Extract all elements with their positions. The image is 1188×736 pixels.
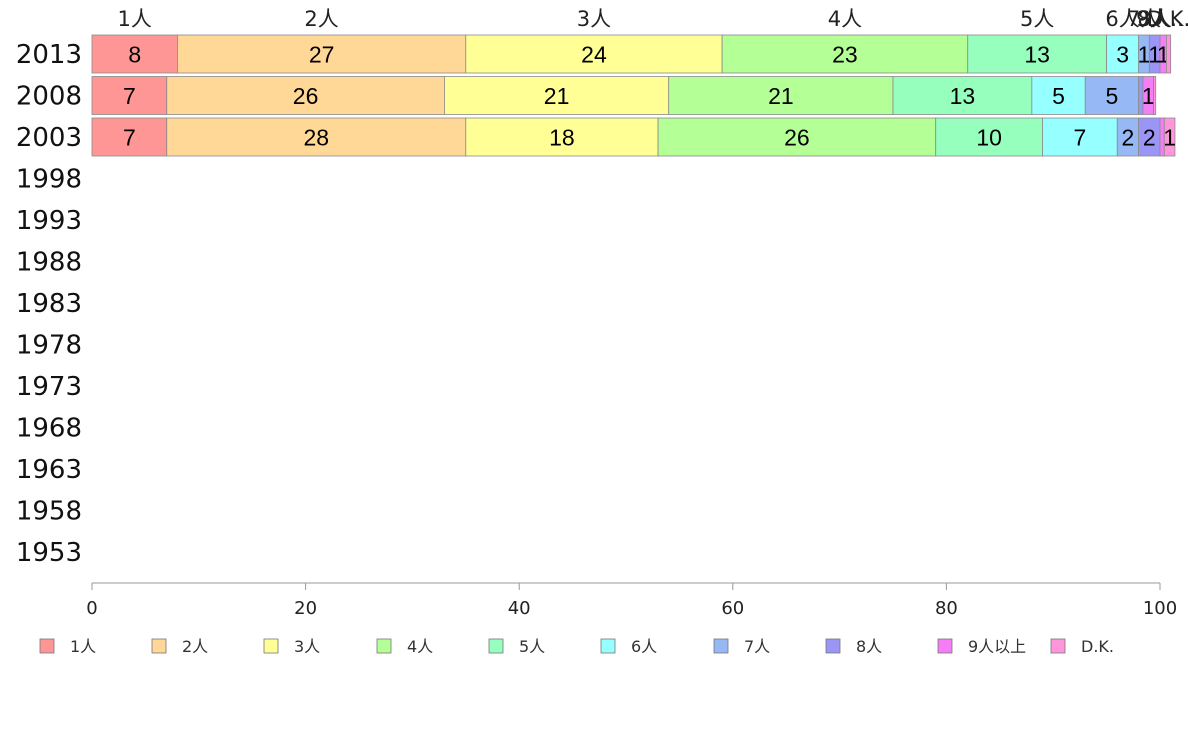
legend-label-3: 3人 <box>294 637 320 656</box>
data-label-2003-10: 1 <box>1163 125 1176 151</box>
bar-segment-2003-5 <box>935 117 1043 157</box>
data-label-2008-3: 21 <box>544 83 570 109</box>
x-tick-label-100: 100 <box>1143 598 1177 619</box>
bar-segment-2013-10 <box>1166 34 1172 74</box>
bar-segment-2013-1 <box>91 34 178 74</box>
data-label-2008-4: 21 <box>768 83 794 109</box>
legend-swatch-3 <box>263 638 279 654</box>
legend-label-10: D.K. <box>1081 637 1114 656</box>
data-label-2003-1: 7 <box>123 125 136 151</box>
data-label-2013-8: 1 <box>1148 42 1161 68</box>
bar-segment-2013-5 <box>967 34 1108 74</box>
year-label-1958: 1958 <box>16 497 82 527</box>
bar-segment-2013-3 <box>465 34 723 74</box>
legend-swatch-4 <box>376 638 392 654</box>
year-label-2013: 2013 <box>16 40 82 70</box>
data-label-2013-1: 8 <box>128 42 141 68</box>
data-label-2013-2: 27 <box>309 42 335 68</box>
top-label-5: 5人 <box>1020 7 1054 31</box>
x-tick-label-20: 20 <box>294 598 317 619</box>
year-label-1993: 1993 <box>16 206 82 236</box>
top-label-7: 7人 <box>1127 7 1161 31</box>
legend-swatch-2 <box>151 638 167 654</box>
year-label-1983: 1983 <box>16 289 82 319</box>
data-label-2013-5: 13 <box>1024 42 1050 68</box>
x-tick-label-60: 60 <box>721 598 744 619</box>
data-label-2008-7: 5 <box>1106 83 1119 109</box>
year-label-1998: 1998 <box>16 165 82 195</box>
legend-swatch-6 <box>600 638 616 654</box>
legend-label-6: 6人 <box>631 637 657 656</box>
bar-segment-2008-10 <box>1153 76 1157 115</box>
bar-segment-2013-6 <box>1106 34 1140 74</box>
legend-swatch-7 <box>713 638 729 654</box>
legend-label-9: 9人以上 <box>968 637 1026 656</box>
top-label-2: 2人 <box>304 7 338 31</box>
bar-segment-2003-1 <box>91 117 168 157</box>
bar-segment-2003-10 <box>1163 117 1176 157</box>
year-label-1973: 1973 <box>16 372 82 402</box>
data-label-2003-2: 28 <box>303 125 329 151</box>
data-label-2003-7: 2 <box>1122 125 1135 151</box>
data-label-2008-9: 1 <box>1142 83 1155 109</box>
bar-segment-2008-6 <box>1031 76 1086 115</box>
x-tick-label-80: 80 <box>935 598 958 619</box>
year-label-1963: 1963 <box>16 455 82 485</box>
data-label-2003-5: 10 <box>976 125 1002 151</box>
bar-segment-2003-4 <box>657 117 937 157</box>
legend-label-1: 1人 <box>70 637 96 656</box>
legend-label-2: 2人 <box>182 637 208 656</box>
x-tick-label-0: 0 <box>86 598 97 619</box>
data-label-2008-2: 26 <box>293 83 319 109</box>
legend-label-5: 5人 <box>519 637 545 656</box>
data-label-2013-7: 1 <box>1138 42 1151 68</box>
year-label-1988: 1988 <box>16 248 82 278</box>
year-label-2008: 2008 <box>16 82 82 112</box>
year-label-2003: 2003 <box>16 123 82 153</box>
top-label-8: 8人 <box>1137 7 1171 31</box>
bar-segment-2003-2 <box>166 117 467 157</box>
year-label-1978: 1978 <box>16 331 82 361</box>
data-label-2008-6: 5 <box>1052 83 1065 109</box>
legend-label-7: 7人 <box>744 637 770 656</box>
data-label-2008-1: 7 <box>123 83 136 109</box>
legend-label-4: 4人 <box>407 637 433 656</box>
bar-segment-2008-4 <box>668 76 894 115</box>
bar-segment-2008-7 <box>1084 76 1140 115</box>
data-label-2013-3: 24 <box>581 42 607 68</box>
legend-swatch-9 <box>937 638 953 654</box>
data-label-2003-6: 7 <box>1074 125 1087 151</box>
year-label-1953: 1953 <box>16 538 82 568</box>
bar-segment-2008-5 <box>892 76 1033 115</box>
data-label-2013-6: 3 <box>1116 42 1129 68</box>
top-label-1: 1人 <box>118 7 152 31</box>
top-label-4: 4人 <box>828 7 862 31</box>
legend-swatch-10 <box>1050 638 1066 654</box>
x-tick-label-40: 40 <box>508 598 531 619</box>
legend-label-8: 8人 <box>856 637 882 656</box>
legend-swatch-1 <box>39 638 55 654</box>
year-label-1968: 1968 <box>16 414 82 444</box>
bar-segment-2013-2 <box>177 34 467 74</box>
data-label-2008-5: 13 <box>950 83 976 109</box>
bar-segment-2008-1 <box>91 76 168 115</box>
legend-swatch-5 <box>488 638 504 654</box>
bar-segment-2003-6 <box>1042 117 1118 157</box>
top-label-10: D.K. <box>1147 7 1188 31</box>
top-label-6: 6人 <box>1105 7 1139 31</box>
data-label-2003-8: 2 <box>1143 125 1156 151</box>
data-label-2003-4: 26 <box>784 125 810 151</box>
bar-segment-2008-2 <box>166 76 445 115</box>
top-label-9: 9人... <box>1136 7 1188 31</box>
data-label-2013-4: 23 <box>832 42 858 68</box>
legend-swatch-8 <box>825 638 841 654</box>
bar-segment-2003-3 <box>465 117 659 157</box>
bar-segment-2013-4 <box>721 34 969 74</box>
data-label-2003-3: 18 <box>549 125 575 151</box>
top-label-3: 3人 <box>577 7 611 31</box>
